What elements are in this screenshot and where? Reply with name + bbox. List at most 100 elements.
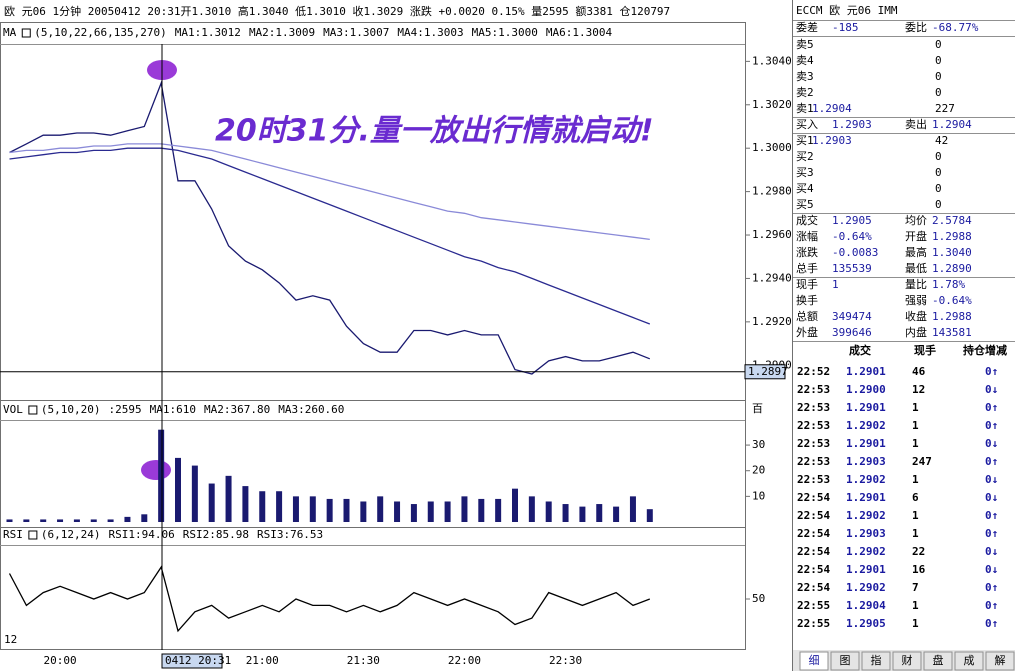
volume-bar (394, 501, 401, 522)
tab-label[interactable]: 成 (964, 654, 975, 667)
trade-price: 1.2902 (846, 419, 886, 432)
trade-time: 22:53 (797, 419, 830, 432)
quote-label: 量比 (905, 278, 927, 291)
quote-label: 买入 (796, 118, 818, 131)
trade-volume: 1 (912, 509, 919, 522)
quote-value: 1.78% (932, 278, 965, 291)
volume-bar (495, 498, 502, 522)
y-tick-label: 1.3020 (752, 98, 792, 111)
quote-value: 2.5784 (932, 214, 972, 227)
volume-bar (326, 498, 333, 522)
price-tag (744, 364, 786, 380)
price-line (9, 147, 651, 325)
legend-item: (5,10,20) (41, 403, 101, 416)
volume-bar (242, 486, 249, 522)
quote-label: 开盘 (905, 229, 927, 243)
volume-bar (478, 498, 485, 522)
volume-bar (40, 519, 47, 522)
quote-value: 1.2905 (832, 214, 872, 227)
trade-time: 22:54 (797, 527, 830, 540)
quote-value: 349474 (832, 310, 872, 323)
tab-label[interactable]: 图 (840, 654, 851, 667)
trade-volume: 6 (912, 491, 919, 504)
volume-bar (208, 483, 215, 522)
x-tick-label: 21:30 (347, 654, 380, 667)
tab[interactable] (954, 651, 984, 671)
quote-label: 涨跌 (796, 245, 818, 259)
legend-item: MA4:1.3003 (397, 26, 463, 39)
volume-bar (629, 496, 636, 522)
quote-value: -0.0083 (832, 246, 878, 259)
volume-bar (6, 519, 13, 522)
volume-bar (158, 429, 165, 522)
trade-time: 22:54 (797, 545, 830, 558)
legend-item: (5,10,22,66,135,270) (34, 26, 166, 39)
quote-value: 1.2988 (932, 310, 972, 323)
volume-bar (175, 457, 181, 522)
tab-label[interactable]: 解 (995, 653, 1006, 667)
tab-label[interactable]: 细 (809, 654, 820, 667)
y-tick-label: 1.3000 (752, 141, 792, 154)
book-volume: 0 (935, 86, 942, 99)
trade-change: 0↑ (985, 527, 998, 540)
tab-label[interactable]: 财 (902, 653, 913, 667)
book-volume: 0 (935, 166, 942, 179)
trade-change: 0↓ (985, 473, 998, 486)
trade-time: 22:54 (797, 509, 830, 522)
tab[interactable] (985, 651, 1015, 671)
tab-label[interactable]: 指 (871, 653, 882, 667)
y-tick-label: 50 (752, 592, 765, 605)
trade-volume: 22 (912, 545, 925, 558)
quote-value: 143581 (932, 326, 972, 339)
tab-label[interactable]: 盘 (933, 653, 944, 667)
book-price: 1.2903 (812, 134, 852, 147)
trade-volume: 1 (912, 437, 919, 450)
price-tag-label: 1.2897 (748, 365, 788, 378)
trade-price: 1.2902 (846, 473, 886, 486)
quote-label: 内盘 (905, 325, 927, 339)
quote-label: 最高 (905, 245, 927, 259)
legend-item: MA1:1.3012 (175, 26, 241, 39)
tab[interactable] (923, 651, 953, 671)
x-tick-label: 22:30 (549, 654, 582, 667)
annotation: 20时31分.量一放出行情就启动! (215, 114, 654, 149)
trade-change: 0↑ (985, 617, 998, 630)
quote-label: 委差 (796, 20, 818, 34)
cursor-tag (161, 653, 223, 669)
book-label: 买2 (796, 150, 814, 163)
book-label: 卖3 (796, 70, 814, 83)
legend-item: MA3:260.60 (278, 403, 344, 416)
trade-change: 0↑ (985, 581, 998, 594)
tab[interactable] (799, 651, 829, 671)
trade-price: 1.2901 (846, 563, 886, 576)
trade-change: 0↑ (985, 419, 998, 432)
trade-volume: 1 (912, 473, 919, 486)
trade-volume: 12 (912, 383, 925, 396)
volume-bar (23, 519, 30, 522)
book-volume: 0 (935, 70, 942, 83)
y-tick-label: 1.2980 (752, 185, 792, 198)
quote-label: 卖出 (905, 117, 927, 131)
trade-price: 1.2900 (846, 383, 886, 396)
volume-bar (57, 519, 64, 522)
highlight (141, 460, 171, 480)
y-tick-label: 1.2940 (752, 271, 792, 284)
tab[interactable] (830, 651, 860, 671)
collapse-box (28, 405, 38, 415)
book-label: 买1 (796, 134, 814, 147)
quote-label: 外盘 (796, 325, 818, 339)
trade-change: 0↑ (985, 401, 998, 414)
trade-volume: 247 (912, 455, 932, 468)
trade-change: 0↑ (985, 365, 998, 378)
tab[interactable] (861, 651, 891, 671)
trade-volume: 16 (912, 563, 926, 576)
trade-price: 1.2903 (846, 527, 886, 540)
trade-volume: 1 (912, 617, 919, 630)
quote-label: 换手 (796, 293, 818, 307)
quote-value: -185 (832, 21, 859, 34)
legend-item: MA1:610 (150, 403, 196, 416)
tab[interactable] (892, 651, 922, 671)
volume-bar (309, 496, 316, 522)
